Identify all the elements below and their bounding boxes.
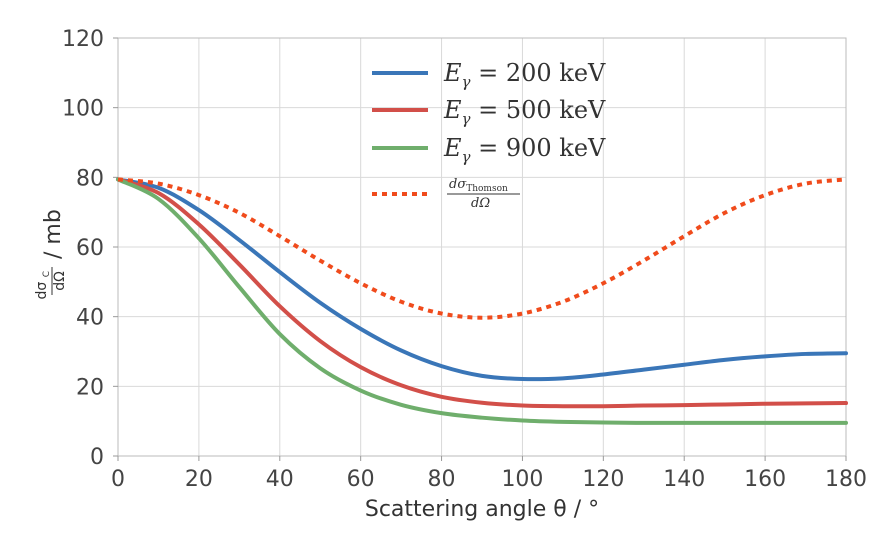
x-tick-label: 180 (825, 467, 867, 492)
legend-frac-bottom: dΩ (471, 196, 490, 211)
x-tick-label: 60 (347, 467, 375, 492)
legend-var: E (443, 96, 462, 124)
x-tick-label: 20 (185, 467, 213, 492)
ylabel-frac-bottom: dΩ (52, 271, 68, 291)
legend-sub: γ (462, 110, 471, 128)
legend-frac-top: dσThomson (449, 177, 508, 194)
legend-sub: γ (462, 148, 471, 166)
x-axis-label: Scattering angle θ / ° (365, 497, 599, 522)
legend-label-0: Eγ = 200 keV (443, 59, 606, 91)
legend-value: = 200 keV (471, 59, 607, 87)
x-tick-label: 80 (428, 467, 456, 492)
axis-ticks: 0 20 40 60 80 100 120 140 160 180 0 20 40 60 80 100 120 (62, 27, 867, 492)
ylabel-frac-top: dσ (34, 282, 50, 300)
legend-var: E (443, 59, 462, 87)
y-tick-label: 80 (76, 166, 104, 191)
x-tick-label: 0 (111, 467, 125, 492)
series-line-2 (116, 177, 848, 425)
ylabel-rest: / mb (41, 209, 66, 259)
legend-sub: γ (462, 73, 471, 91)
y-tick-label: 100 (62, 97, 104, 122)
x-tick-label: 140 (663, 467, 705, 492)
legend-var: E (443, 134, 462, 162)
x-tick-label: 120 (582, 467, 624, 492)
legend-label-1: Eγ = 500 keV (443, 96, 606, 128)
y-tick-label: 0 (90, 445, 104, 470)
y-axis-label: dσ C dΩ / mb (34, 209, 68, 299)
series-line-0 (116, 177, 848, 382)
series-line-3 (117, 177, 847, 320)
x-tick-label: 40 (266, 467, 294, 492)
series-line-1 (116, 177, 848, 409)
svg-text:dσ C dΩ: dσ C dΩ (34, 267, 68, 300)
legend-value: = 500 keV (471, 96, 607, 124)
y-tick-label: 20 (76, 375, 104, 400)
x-tick-label: 160 (744, 467, 786, 492)
series-lines (116, 177, 848, 425)
legend-value: = 900 keV (471, 134, 607, 162)
y-tick-label: 60 (76, 236, 104, 261)
ylabel-frac-top-sub: C (42, 271, 52, 277)
legend-frac-top-main: dσ (449, 177, 467, 192)
legend-frac-top-sub: Thomson (466, 184, 508, 194)
y-tick-label: 120 (62, 27, 104, 52)
y-tick-label: 40 (76, 306, 104, 331)
x-tick-label: 100 (501, 467, 543, 492)
legend-label-2: Eγ = 900 keV (443, 134, 606, 166)
